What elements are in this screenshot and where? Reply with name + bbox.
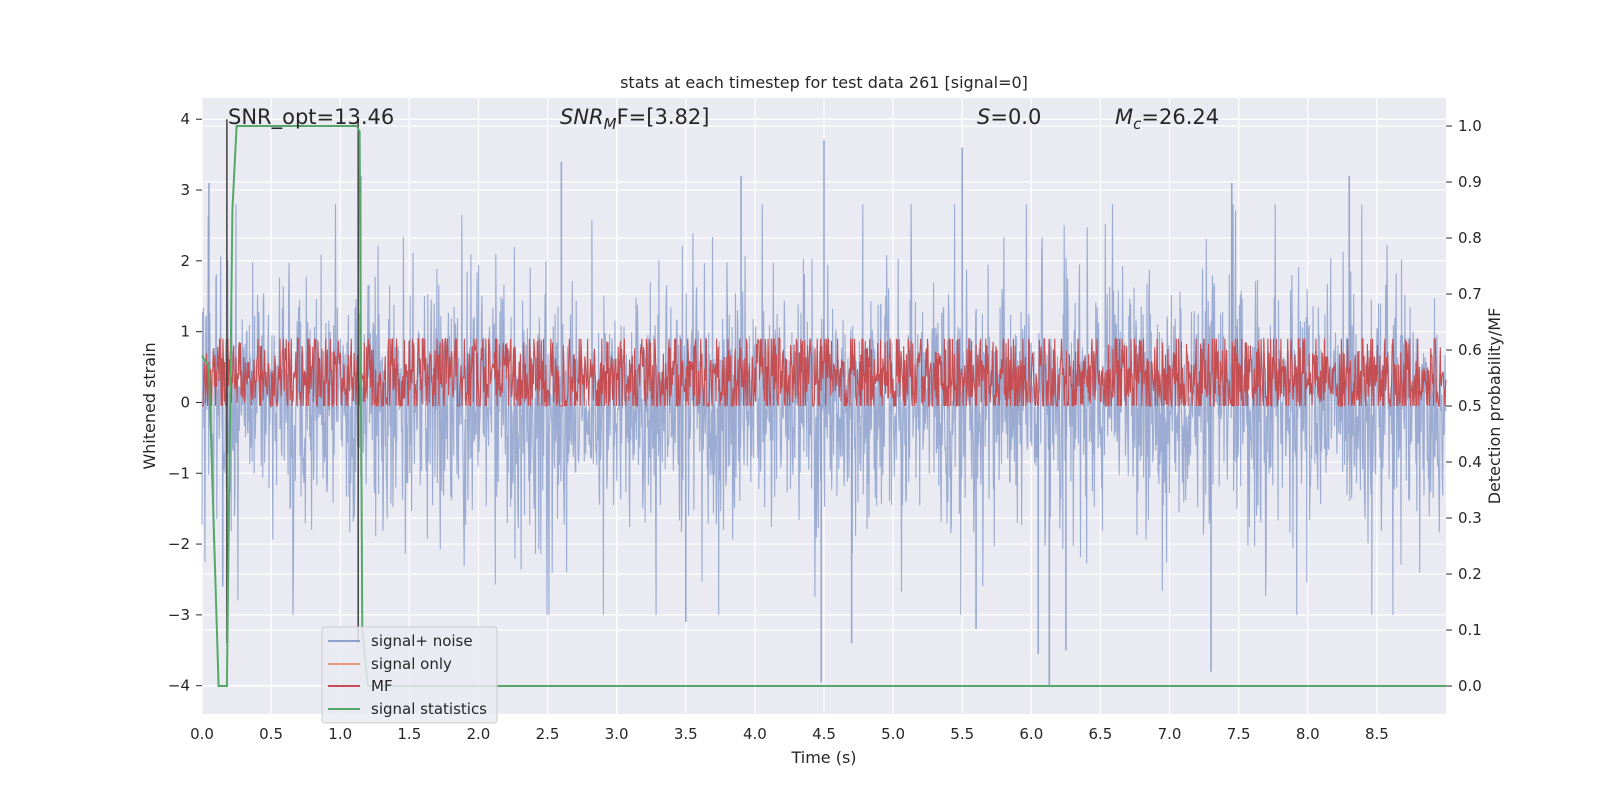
legend-box bbox=[321, 626, 498, 724]
x-tick-label: 6.0 bbox=[1019, 725, 1043, 743]
mf-series-layer bbox=[201, 336, 1447, 408]
annotation-mc-suffix: =26.24 bbox=[1141, 105, 1219, 129]
x-tick-label: 1.5 bbox=[397, 725, 421, 743]
y-tick-label: 3 bbox=[180, 181, 190, 199]
x-tick-label: 3.0 bbox=[605, 725, 629, 743]
y2-tick-label: 0.0 bbox=[1458, 677, 1482, 695]
annotation-snr-mf-sub: M bbox=[604, 115, 617, 133]
x-tick-label: 2.5 bbox=[536, 725, 560, 743]
y2-tick-label: 0.4 bbox=[1458, 453, 1482, 471]
y-tick-label: −3 bbox=[168, 606, 190, 624]
y-tick-label: −4 bbox=[168, 677, 190, 695]
x-tick-label: 7.5 bbox=[1227, 725, 1251, 743]
x-axis-label: Time (s) bbox=[790, 748, 856, 767]
x-tick-label: 8.0 bbox=[1296, 725, 1320, 743]
y-tick-label: 4 bbox=[180, 110, 190, 128]
chart-title: stats at each timestep for test data 261… bbox=[620, 73, 1028, 92]
annotation-s-suffix: =0.0 bbox=[990, 105, 1041, 129]
y2-tick-label: 0.2 bbox=[1458, 565, 1482, 583]
x-tick-label: 5.0 bbox=[881, 725, 905, 743]
legend-label-signal-statistics: signal statistics bbox=[371, 700, 487, 718]
y2-tick-label: 0.9 bbox=[1458, 173, 1482, 191]
annotation-s: S=0.0 bbox=[977, 105, 1041, 129]
y2-tick-label: 0.8 bbox=[1458, 229, 1482, 247]
annotation-snr-mf: SNRMF=[3.82] bbox=[560, 105, 709, 133]
y-tick-label: −2 bbox=[168, 535, 190, 553]
annotation-snr-mf-suffix: F=[3.82] bbox=[617, 105, 710, 129]
x-tick-label: 0.0 bbox=[190, 725, 214, 743]
x-tick-label: 0.5 bbox=[259, 725, 283, 743]
series-line-mf bbox=[201, 336, 1447, 408]
y2-tick-label: 0.5 bbox=[1458, 397, 1482, 415]
y2-tick-label: 0.6 bbox=[1458, 341, 1482, 359]
series-line-signal-noise bbox=[201, 204, 1447, 615]
legend-label-signal-noise: signal+ noise bbox=[371, 632, 473, 650]
annotation-mc: Mc=26.24 bbox=[1115, 105, 1219, 133]
x-tick-label: 7.0 bbox=[1158, 725, 1182, 743]
y2-tick-label: 0.7 bbox=[1458, 285, 1482, 303]
legend-label-signal-only: signal only bbox=[371, 655, 452, 673]
y2-tick-label: 0.1 bbox=[1458, 621, 1482, 639]
tick-layer: 0.0 0.5 1.0 1.5 2.0 2.5 3.0 3.5 4.0 4.5 5.0 5.5 6.0 6… bbox=[168, 110, 1482, 743]
x-tick-label: 5.5 bbox=[950, 725, 974, 743]
annotation-snr-mf-prefix: SNR bbox=[560, 105, 604, 129]
legend-label-mf: MF bbox=[371, 677, 393, 695]
x-tick-label: 3.5 bbox=[674, 725, 698, 743]
y-tick-label: 0 bbox=[180, 393, 190, 411]
vline-layer bbox=[226, 119, 359, 644]
x-tick-label: 2.0 bbox=[467, 725, 491, 743]
annotation-s-prefix: S bbox=[977, 105, 990, 129]
annotation-mc-sub: c bbox=[1133, 115, 1142, 133]
y2-tick-label: 1.0 bbox=[1458, 117, 1482, 135]
x-tick-label: 6.5 bbox=[1089, 725, 1113, 743]
x-tick-label: 4.5 bbox=[812, 725, 836, 743]
annotation-mc-prefix: M bbox=[1115, 105, 1133, 129]
legend: signal+ noise signal only MF signal stat… bbox=[321, 626, 498, 724]
y2-axis-label: Detection probability/MF bbox=[1485, 308, 1504, 505]
y-axis-label: Whitened strain bbox=[140, 342, 159, 469]
x-tick-label: 8.5 bbox=[1365, 725, 1389, 743]
y-tick-label: −1 bbox=[168, 464, 190, 482]
x-tick-label: 4.0 bbox=[743, 725, 767, 743]
y-tick-label: 1 bbox=[180, 323, 190, 341]
y-tick-label: 2 bbox=[180, 252, 190, 270]
y2-tick-label: 0.3 bbox=[1458, 509, 1482, 527]
x-tick-label: 1.0 bbox=[328, 725, 352, 743]
annotation-snr-opt: SNR_opt=13.46 bbox=[228, 105, 394, 130]
